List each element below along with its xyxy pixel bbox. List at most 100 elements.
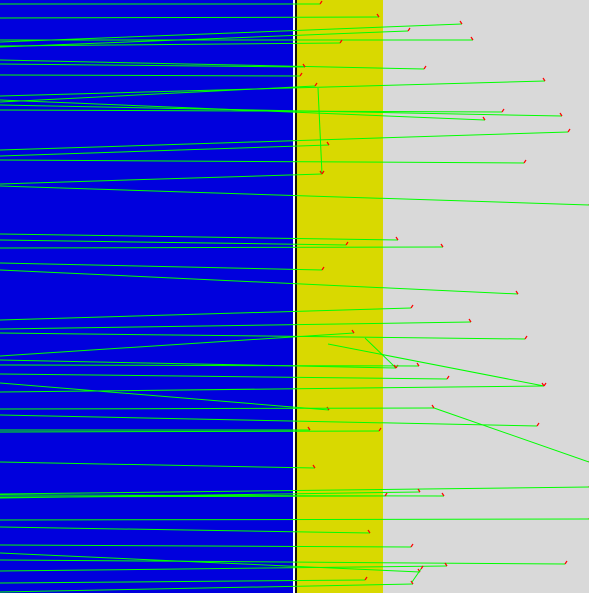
trace-line bbox=[0, 332, 355, 357]
trace-tip bbox=[314, 82, 318, 87]
trace-line bbox=[0, 385, 545, 393]
trace-tip bbox=[446, 375, 450, 380]
trace-tip bbox=[524, 335, 528, 340]
trace-tip bbox=[299, 72, 303, 77]
trace-tip bbox=[321, 266, 325, 271]
trace-tip bbox=[541, 382, 545, 387]
trace-tip bbox=[420, 565, 424, 570]
trace-line bbox=[317, 87, 323, 175]
trace-line bbox=[0, 382, 330, 411]
trace-line bbox=[0, 461, 316, 469]
trace-line bbox=[327, 343, 545, 387]
trace-tip bbox=[459, 20, 463, 25]
trace-line bbox=[0, 104, 563, 117]
trace-tip bbox=[312, 464, 316, 469]
trace-line bbox=[0, 373, 448, 380]
trace-line bbox=[364, 337, 397, 369]
trace-tip bbox=[367, 529, 371, 534]
trace-line bbox=[0, 246, 444, 249]
trace-line bbox=[0, 99, 486, 121]
trace-tip bbox=[321, 170, 325, 175]
trace-line bbox=[0, 159, 525, 164]
trace-tip bbox=[440, 243, 444, 248]
trace-line bbox=[0, 321, 472, 330]
trace-tip bbox=[307, 426, 311, 431]
trace-tip bbox=[364, 576, 368, 581]
trace-line bbox=[0, 526, 371, 534]
trace-tip bbox=[302, 63, 306, 68]
trace-line bbox=[0, 23, 463, 43]
trace-tip bbox=[536, 422, 540, 427]
trace-tip bbox=[339, 39, 343, 44]
trace-line bbox=[0, 430, 380, 433]
trace-line bbox=[0, 579, 366, 584]
trace-line bbox=[433, 407, 589, 463]
trace-line bbox=[0, 42, 341, 47]
trace-tip bbox=[482, 116, 486, 121]
trace-tip bbox=[470, 36, 474, 41]
trace-tip bbox=[441, 492, 445, 497]
trace-line bbox=[0, 332, 526, 340]
trace-line bbox=[0, 565, 448, 572]
trace-line bbox=[0, 144, 330, 157]
trace-line bbox=[0, 583, 414, 593]
trace-line bbox=[0, 109, 503, 113]
trace-line bbox=[0, 262, 323, 271]
trace-tip bbox=[431, 404, 435, 409]
trace-line bbox=[0, 559, 566, 565]
trace-line bbox=[0, 131, 569, 151]
trace-tip bbox=[417, 488, 421, 493]
trace-tip bbox=[444, 562, 448, 567]
trace-tip bbox=[393, 364, 397, 369]
trace-tip bbox=[319, 0, 323, 5]
trace-line bbox=[0, 518, 589, 521]
trace-line bbox=[0, 63, 306, 68]
trace-line bbox=[0, 407, 435, 410]
trace-line bbox=[0, 16, 380, 19]
trace-tip bbox=[564, 560, 568, 565]
trace-line bbox=[0, 359, 397, 369]
boundary-line-light bbox=[293, 0, 295, 593]
trace-tip bbox=[378, 427, 382, 432]
trace-tip bbox=[468, 318, 472, 323]
trace-tip bbox=[345, 241, 349, 246]
trace-line bbox=[0, 30, 409, 48]
trace-line bbox=[0, 185, 589, 206]
trace-tip bbox=[423, 65, 427, 70]
trace-line bbox=[0, 269, 519, 295]
trace-line bbox=[0, 239, 347, 246]
trace-tip bbox=[376, 13, 380, 18]
trace-tip bbox=[410, 304, 414, 309]
trace-tip bbox=[416, 362, 420, 367]
trace-line bbox=[0, 552, 421, 573]
trace-line bbox=[0, 85, 316, 103]
yellow-band bbox=[297, 0, 383, 593]
trace-line bbox=[0, 544, 412, 548]
trace-line bbox=[0, 491, 421, 499]
trace-tip bbox=[384, 492, 388, 497]
trace-tip bbox=[326, 141, 330, 146]
trace-line bbox=[0, 173, 323, 185]
trace-line bbox=[0, 74, 301, 77]
trace-tip bbox=[542, 77, 546, 82]
trace-tip bbox=[410, 543, 414, 548]
trace-tip bbox=[559, 112, 563, 117]
trace-tip bbox=[501, 108, 505, 113]
trace-tip bbox=[407, 27, 411, 32]
trace-line bbox=[0, 59, 425, 70]
trace-line bbox=[0, 364, 420, 367]
trace-line bbox=[0, 486, 589, 495]
trace-line bbox=[411, 568, 422, 583]
trace-tip bbox=[395, 236, 399, 241]
trace-tip bbox=[523, 159, 527, 164]
trace-line bbox=[0, 307, 412, 321]
trace-tip bbox=[567, 128, 571, 133]
trace-tip bbox=[515, 290, 519, 295]
right-region bbox=[383, 0, 589, 593]
trace-tip bbox=[351, 329, 355, 334]
trace-tip bbox=[410, 580, 414, 585]
trace-line bbox=[0, 233, 399, 241]
